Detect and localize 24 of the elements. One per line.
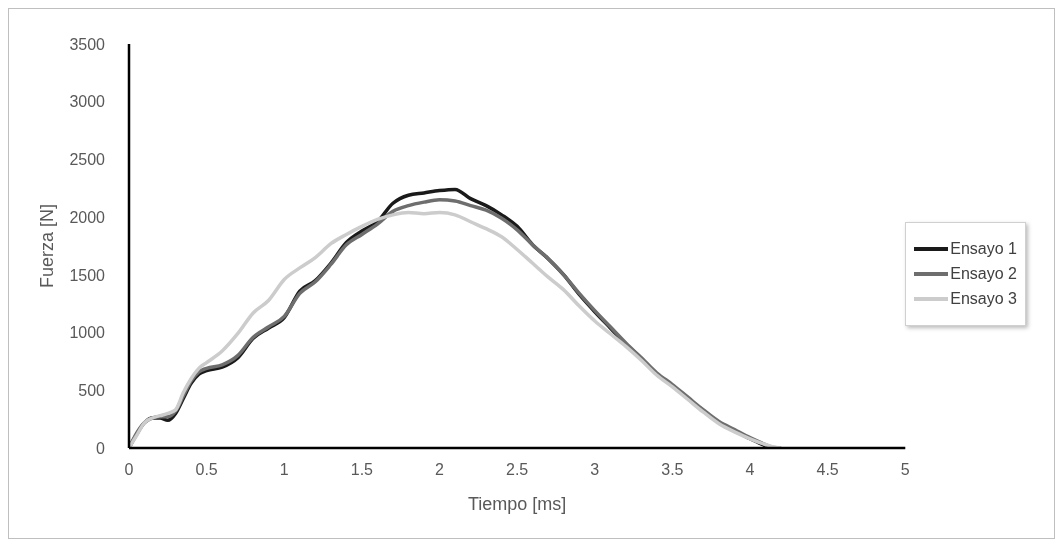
legend-label: Ensayo 3 [950, 289, 1017, 308]
x-tick-label: 0 [124, 461, 134, 479]
y-tick-label: 1000 [69, 324, 106, 342]
x-tick-label: 3 [590, 461, 600, 479]
y-tick-label: 0 [96, 439, 106, 457]
x-tick-label: 5 [900, 461, 910, 479]
x-tick-label: 0.5 [195, 461, 218, 479]
x-axis-title: Tiempo [ms] [467, 494, 567, 514]
y-tick-label: 1500 [69, 266, 106, 284]
x-tick-label: 4.5 [816, 461, 839, 479]
x-tick-label: 2 [435, 461, 445, 479]
x-tick-label: 2.5 [506, 461, 529, 479]
y-tick-label: 3500 [69, 35, 106, 53]
x-tick-label: 1.5 [350, 461, 374, 479]
y-tick-label: 2000 [69, 208, 106, 226]
y-tick-label: 500 [78, 381, 106, 399]
x-tick-label: 1 [279, 461, 289, 479]
x-tick-label: 4 [745, 461, 755, 479]
legend-label: Ensayo 1 [950, 239, 1017, 258]
y-tick-label: 3000 [69, 93, 106, 111]
legend-label: Ensayo 2 [950, 264, 1017, 283]
y-axis-title: Fuerza [N] [37, 203, 58, 289]
y-tick-label: 2500 [69, 151, 106, 169]
x-tick-label: 3.5 [661, 461, 684, 479]
